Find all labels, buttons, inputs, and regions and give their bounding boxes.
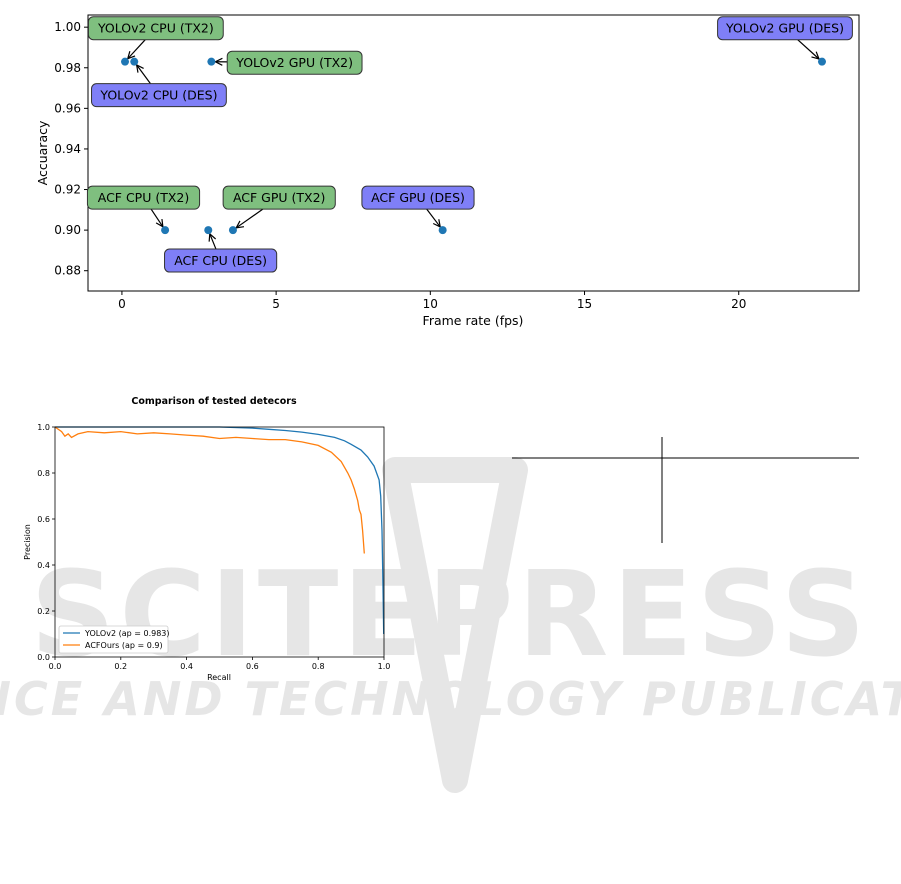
annotation-arrow-head xyxy=(214,57,223,66)
pr-y-tick-label: 0.8 xyxy=(37,469,50,478)
annotation-box xyxy=(226,50,363,75)
annotation-arrow xyxy=(127,39,146,60)
annotation-label: YOLOv2 GPU (DES) xyxy=(725,21,844,36)
annotation-label: ACF GPU (DES) xyxy=(371,190,465,205)
pr-y-tick-label: 0.2 xyxy=(37,607,50,616)
annotation-box xyxy=(222,185,336,210)
annotation-box xyxy=(361,185,475,210)
x-tick-label: 20 xyxy=(731,297,746,311)
scatter-point xyxy=(207,57,216,66)
annotation-box xyxy=(164,248,278,273)
annotation-arrow-head xyxy=(235,220,245,229)
x-tick-label: 0 xyxy=(118,297,126,311)
pr-x-tick-label: 0.6 xyxy=(246,662,259,671)
scatter-y-axis: 0.88 0.90 0.92 0.94 0.96 0.98 1.00 xyxy=(54,20,88,278)
pr-curve-chart: Comparison of tested detecors 0.0 0.2 0.4 0… xyxy=(23,396,390,682)
pr-x-tick-label: 0.8 xyxy=(312,662,325,671)
watermark-main-text: SCITEPRESS xyxy=(30,545,869,683)
annotation-label: ACF CPU (TX2) xyxy=(98,190,190,205)
pr-y-axis: 0.0 0.2 0.4 0.6 0.8 1.0 xyxy=(37,423,55,662)
annotation-label: YOLOv2 CPU (TX2) xyxy=(97,21,214,36)
pr-x-tick-label: 1.0 xyxy=(378,662,391,671)
pr-x-tick-label: 0.0 xyxy=(49,662,62,671)
scatter-x-axis-label: Frame rate (fps) xyxy=(423,313,524,328)
pr-x-tick-label: 0.4 xyxy=(180,662,193,671)
annotation-arrow xyxy=(209,233,217,250)
pr-x-axis: 0.0 0.2 0.4 0.6 0.8 1.0 xyxy=(49,657,391,671)
y-tick-label: 0.96 xyxy=(54,101,81,115)
pr-y-tick-label: 1.0 xyxy=(37,423,50,432)
x-tick-label: 5 xyxy=(272,297,280,311)
annotation-box xyxy=(717,16,853,41)
annotation-arrow xyxy=(150,208,164,228)
scatter-point xyxy=(438,226,447,235)
watermark: SCITEPRESS SCIENCE AND TECHNOLOGY PUBLIC… xyxy=(0,457,901,793)
pr-legend-label-yolov2: YOLOv2 (ap = 0.983) xyxy=(84,629,170,638)
annotation-arrow-head xyxy=(432,219,442,229)
annotation-box xyxy=(86,185,201,210)
pr-y-axis-label: Precision xyxy=(23,524,32,560)
y-tick-label: 0.88 xyxy=(54,264,81,278)
scatter-point xyxy=(161,226,170,235)
annotation-box xyxy=(91,83,227,108)
cross-lines xyxy=(512,437,859,543)
scatter-annotations: YOLOv2 CPU (TX2) YOLOv2 CPU (DES) YOLOv2 G… xyxy=(86,16,853,273)
pr-plot-frame xyxy=(54,426,385,658)
pr-legend-label-acfours: ACFOurs (ap = 0.9) xyxy=(85,641,163,650)
annotation-arrow xyxy=(426,208,441,228)
annotation-box xyxy=(87,16,224,41)
annotation-arrow-head xyxy=(155,218,164,228)
pr-y-tick-label: 0.6 xyxy=(37,515,50,524)
pr-y-tick-label: 0.4 xyxy=(37,561,50,570)
y-tick-label: 0.98 xyxy=(54,61,81,75)
scatter-point xyxy=(121,57,130,66)
scatter-x-axis: 0 5 10 15 20 xyxy=(118,291,746,311)
annotation-arrow-head xyxy=(135,63,144,73)
y-tick-label: 1.00 xyxy=(54,20,81,34)
pr-legend: YOLOv2 (ap = 0.983) ACFOurs (ap = 0.9) xyxy=(58,625,170,654)
y-tick-label: 0.92 xyxy=(54,183,81,197)
annotation-arrow xyxy=(136,64,151,85)
annotation-label: ACF CPU (DES) xyxy=(174,253,267,268)
pr-chart-title: Comparison of tested detecors xyxy=(131,396,297,407)
scatter-y-axis-label: Accuaracy xyxy=(35,120,50,185)
y-tick-label: 0.90 xyxy=(54,223,81,237)
annotation-label: ACF GPU (TX2) xyxy=(233,190,325,205)
annotation-label: YOLOv2 GPU (TX2) xyxy=(235,55,353,70)
pr-y-tick-label: 0.0 xyxy=(37,653,50,662)
scatter-point xyxy=(817,57,826,66)
scatter-point xyxy=(204,226,213,235)
x-tick-label: 15 xyxy=(577,297,592,311)
scatter-points xyxy=(121,57,826,235)
watermark-sub-text: SCIENCE AND TECHNOLOGY PUBLICATIONS xyxy=(0,672,901,726)
watermark-logo-shape xyxy=(382,457,528,793)
pr-x-tick-label: 0.2 xyxy=(114,662,127,671)
annotation-arrow xyxy=(235,208,264,229)
pr-legend-box xyxy=(58,625,169,654)
scatter-plot-frame xyxy=(87,14,860,292)
scatter-chart: 0 5 10 15 20 0.88 0.90 0.92 0.94 0.96 0.98 1.00 Fr… xyxy=(35,14,860,328)
pr-series-line-1 xyxy=(54,426,365,554)
pr-x-axis-label: Recall xyxy=(207,673,231,682)
y-tick-label: 0.94 xyxy=(54,142,81,156)
annotation-arrow xyxy=(797,39,820,60)
scatter-point xyxy=(228,226,237,235)
x-tick-label: 10 xyxy=(423,297,438,311)
scatter-point xyxy=(130,57,139,66)
annotation-label: YOLOv2 CPU (DES) xyxy=(99,88,217,103)
